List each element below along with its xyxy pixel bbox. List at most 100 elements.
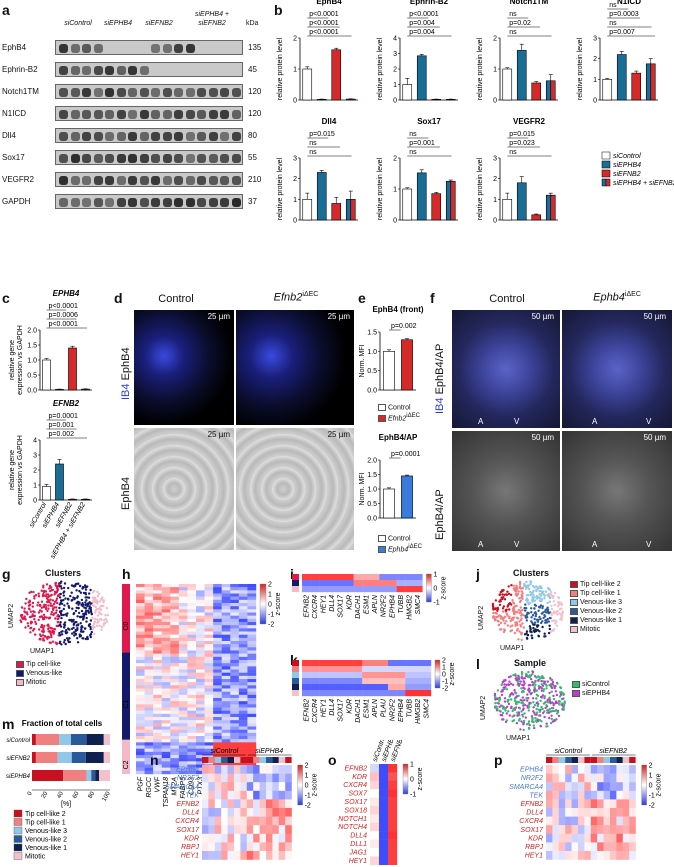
colorbar bbox=[259, 583, 267, 625]
colorbar-label: z-score bbox=[440, 576, 447, 599]
heat-cell bbox=[622, 842, 630, 852]
heat-cell bbox=[221, 748, 231, 753]
panel-l-label: l bbox=[476, 656, 480, 672]
bar bbox=[402, 188, 413, 221]
panel-m-label: m bbox=[2, 716, 15, 732]
bar bbox=[531, 214, 542, 221]
heat-cell bbox=[204, 732, 214, 737]
heat-cell bbox=[413, 660, 423, 667]
umap-point bbox=[516, 714, 519, 717]
heat-cell bbox=[247, 732, 257, 737]
umap-point bbox=[542, 676, 545, 680]
n-heatmap: siControl siEPHB4EPHB4NR2F2SMARCA4TEKEFNB… bbox=[165, 748, 319, 860]
umap-point bbox=[528, 587, 531, 591]
umap-point bbox=[514, 701, 518, 705]
blot-band bbox=[128, 110, 137, 119]
gene-label: SOX18 bbox=[344, 807, 367, 814]
umap-point bbox=[507, 710, 510, 713]
heat-cell bbox=[153, 704, 162, 708]
umap-point bbox=[533, 617, 536, 621]
stack-segment bbox=[95, 770, 100, 781]
heat-cell bbox=[144, 669, 154, 673]
umap-point bbox=[535, 594, 539, 598]
heat-cell bbox=[170, 660, 180, 664]
o-heatmap: siControlsiEPHB4siEFNB2EFNB2KDRCXCR4SOX7… bbox=[338, 740, 424, 865]
heat-cell bbox=[238, 755, 248, 759]
umap-point bbox=[528, 724, 531, 727]
heat-cell bbox=[153, 650, 162, 654]
blot-band bbox=[116, 198, 126, 207]
heat-cell bbox=[213, 748, 222, 753]
blot-band bbox=[128, 198, 137, 207]
heat-cell bbox=[388, 764, 398, 773]
heat-cell bbox=[353, 574, 363, 581]
blot-label: Sox17 bbox=[2, 153, 25, 162]
umap-point bbox=[36, 604, 39, 607]
heat-cell bbox=[213, 691, 222, 696]
umap-point bbox=[500, 596, 503, 599]
heat-cell bbox=[584, 790, 591, 800]
heat-cell bbox=[302, 666, 311, 673]
col-color bbox=[584, 757, 591, 763]
heat-cell bbox=[144, 672, 154, 677]
heat-cell bbox=[153, 631, 162, 635]
umap-point bbox=[533, 690, 536, 693]
umap-point bbox=[508, 616, 511, 620]
heat-cell bbox=[388, 690, 397, 697]
heat-cell bbox=[221, 816, 228, 826]
umap-point bbox=[70, 620, 74, 623]
heat-cell bbox=[590, 825, 598, 834]
umap-point bbox=[44, 607, 48, 611]
heat-cell bbox=[202, 773, 209, 783]
heat-cell bbox=[221, 761, 231, 765]
heat-cell bbox=[153, 587, 162, 591]
heat-cell bbox=[552, 790, 559, 800]
m-tick: 0 bbox=[27, 790, 34, 796]
heat-cell bbox=[144, 726, 154, 730]
umap-point bbox=[496, 689, 500, 692]
blot-band bbox=[105, 132, 114, 141]
heat-cell bbox=[253, 833, 260, 843]
heat-cell bbox=[136, 770, 145, 775]
gene-label: JAG1 bbox=[348, 849, 367, 856]
umap-point bbox=[510, 584, 513, 587]
heat-cell bbox=[136, 596, 145, 601]
blot-band bbox=[105, 88, 114, 97]
heat-cell bbox=[221, 782, 228, 791]
legend-label: Venous-like 3 bbox=[25, 828, 67, 835]
umap-point bbox=[31, 605, 34, 608]
umap-point bbox=[504, 709, 507, 712]
heat-cell bbox=[187, 682, 197, 686]
heat-cell bbox=[558, 773, 566, 783]
blot-band bbox=[82, 198, 91, 207]
blot-band bbox=[93, 66, 103, 75]
heat-cell bbox=[213, 732, 222, 737]
umap-point bbox=[84, 612, 87, 615]
heat-cell bbox=[558, 799, 566, 809]
heat-cell bbox=[153, 758, 162, 762]
gene-label: HEY1 bbox=[321, 595, 328, 613]
heat-cell bbox=[238, 698, 248, 702]
umap-point bbox=[522, 626, 525, 629]
heat-cell bbox=[240, 790, 247, 800]
j-xlabel: UMAP1 bbox=[500, 645, 525, 652]
umap-point bbox=[545, 608, 548, 611]
blot-band bbox=[139, 198, 149, 207]
d-col-mutant: Efnb2iΔEC bbox=[273, 291, 319, 304]
heat-cell bbox=[161, 723, 171, 727]
heat-cell bbox=[246, 816, 254, 826]
heat-cell bbox=[230, 691, 240, 696]
heat-cell bbox=[247, 656, 257, 661]
umap-point bbox=[521, 622, 524, 625]
heat-cell bbox=[213, 761, 222, 765]
heat-cell bbox=[196, 660, 205, 664]
heat-cell bbox=[238, 622, 248, 626]
heat-cell bbox=[213, 596, 222, 601]
umap-point bbox=[539, 604, 543, 607]
heat-cell bbox=[170, 634, 180, 639]
g-title: Clusters bbox=[44, 568, 81, 578]
heat-cell bbox=[187, 748, 197, 753]
stat-label: p=0.023 bbox=[509, 140, 535, 147]
blot-strip bbox=[55, 172, 243, 187]
blot-band bbox=[208, 198, 218, 207]
